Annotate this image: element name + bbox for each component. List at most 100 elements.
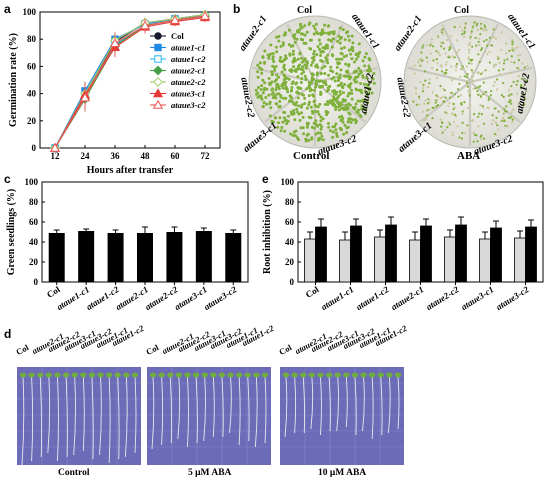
seedling-dot [421, 46, 424, 49]
seedling-dot [471, 58, 474, 61]
seedling-dot [297, 104, 301, 108]
seedling-dot [488, 36, 491, 39]
x-tick-label: ataue2-c1 [114, 284, 150, 312]
seedling-dot [516, 80, 519, 83]
cotyledon [334, 372, 341, 378]
seedling-dot [262, 101, 266, 105]
seedling-dot [496, 78, 499, 81]
seedling-dot [359, 71, 363, 75]
seedling-dot [277, 87, 281, 91]
seedling-dot [289, 110, 293, 114]
root [169, 376, 173, 444]
seedling-dot [431, 66, 434, 70]
seedling-dot [455, 53, 458, 56]
seedling-dot [367, 92, 370, 95]
seedling-dot [505, 42, 508, 45]
seedling-dot [343, 98, 347, 102]
cotyledon [261, 372, 269, 378]
seedling-dot [430, 42, 433, 45]
seedling-dot [314, 22, 318, 26]
seedling-dot [460, 103, 463, 106]
seedling-dot [426, 44, 429, 47]
cotyledon [317, 372, 324, 378]
seedling-dot [361, 59, 365, 63]
seedling-dot [323, 72, 327, 75]
seedling-dot [268, 102, 272, 106]
cotyledon [71, 372, 78, 378]
seedling-dot [493, 132, 496, 135]
seedling-dot [494, 63, 497, 66]
seedling-dot [340, 47, 343, 51]
seedling-dot [316, 124, 320, 128]
seedling-dot [341, 99, 345, 103]
legend-label: ataue1-c2 [171, 54, 206, 64]
seedling-dot [365, 83, 369, 87]
seedling-dot [459, 94, 462, 97]
x-tick-label: 48 [141, 151, 151, 161]
seedling-dot [312, 55, 316, 59]
seedling-dot [342, 46, 346, 49]
seedling-dot [363, 89, 367, 93]
seedling-dot [477, 86, 480, 89]
seedling-dot [261, 55, 265, 59]
y-tick-label: 80 [27, 34, 37, 44]
seedling-dot [314, 122, 317, 126]
seedling-dot [431, 91, 434, 94]
seedling-dot [288, 99, 292, 103]
seedling-dot [479, 104, 482, 107]
seedling-dot [350, 57, 354, 61]
seedling-dot [283, 129, 287, 133]
seedling-dot [468, 41, 471, 44]
legend-entry: ataue1-c2 [150, 54, 206, 64]
seedling-dot [357, 108, 360, 112]
seedling-dot [457, 95, 460, 98]
seedling-dot [336, 101, 340, 105]
seedling-dot [437, 95, 440, 98]
seedling-dot [305, 30, 309, 34]
seedling-dot [256, 75, 260, 79]
seedling-dot [415, 92, 418, 95]
seedling-dot [460, 137, 464, 140]
seedling-dot [448, 48, 451, 52]
cotyledon [368, 372, 376, 378]
seedling-dot [296, 57, 300, 61]
seedling-dot [488, 61, 491, 64]
y-tick-label: 80 [285, 197, 295, 207]
seedling-dot [291, 133, 295, 137]
seedling-dot [428, 82, 431, 85]
seedling-dot [367, 64, 371, 68]
seedling-dot [455, 66, 458, 69]
y-axis-label: Green seedlings (%) [6, 189, 17, 275]
seedling-dot [334, 122, 338, 126]
seedling-dot [285, 87, 289, 91]
seedling-dot [368, 81, 372, 85]
seedling-dot [496, 88, 499, 91]
seedling-dot [321, 79, 324, 83]
seedling-dot [517, 54, 520, 57]
seedling-dot [342, 55, 346, 59]
seedling-dot [447, 104, 450, 107]
seedling-dot [363, 64, 367, 68]
sector-divider [441, 23, 471, 83]
seedling-dot [342, 91, 345, 95]
seedling-dot [343, 83, 347, 86]
seedling-dot [348, 103, 352, 107]
seedling-dot [506, 125, 509, 128]
seedling-dot [291, 60, 295, 64]
seedling-dot [428, 108, 431, 111]
seedling-dot [348, 84, 352, 88]
seedling-dot [271, 55, 275, 59]
seedling-dot [504, 109, 507, 113]
y-tick-label: 20 [285, 257, 295, 267]
root [31, 376, 34, 462]
seedling-dot [413, 72, 416, 75]
cotyledon [244, 372, 251, 378]
x-tick-label: ataue1-c1 [319, 284, 355, 312]
seedling-dot [319, 127, 323, 131]
bar [455, 224, 467, 283]
seedling-dot [439, 84, 442, 88]
seedling-dot [443, 95, 446, 98]
seedling-dot [328, 31, 332, 35]
seedling-dot [427, 98, 430, 101]
